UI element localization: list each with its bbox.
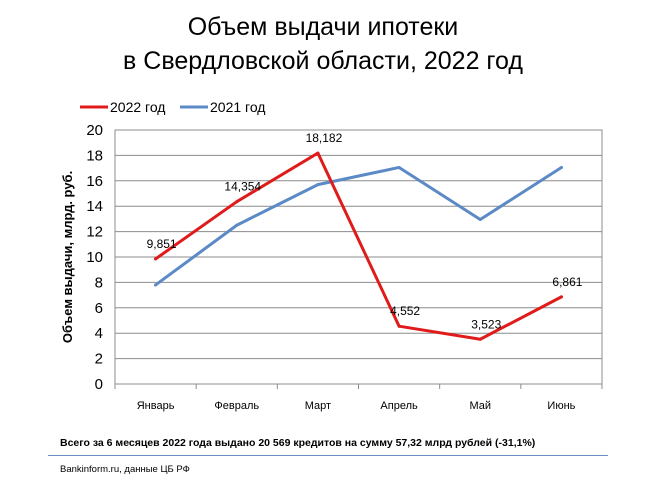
chart-title-line-1: Объем выдачи ипотеки [187, 13, 459, 41]
series-1-point-4 [397, 324, 401, 328]
x-tick-label-1: Январь [137, 400, 175, 412]
x-tick-label-5: Май [469, 400, 491, 412]
y-tick-label-18: 18 [86, 147, 103, 164]
series-1-point-6 [559, 295, 563, 299]
legend-label-1: 2022 год [110, 99, 165, 115]
series-2-point-4 [397, 165, 401, 169]
series-1-point-2 [235, 200, 239, 204]
footer-divider [48, 455, 608, 456]
series-2-point-6 [559, 165, 563, 169]
x-tick-label-6: Июнь [547, 400, 575, 412]
y-tick-label-6: 6 [95, 300, 103, 317]
y-tick-label-4: 4 [95, 325, 103, 342]
chart-title: Объем выдачи ипотеки в Свердловской обла… [0, 10, 646, 78]
series-1-point-1 [154, 257, 158, 261]
y-tick-label-0: 0 [95, 376, 103, 393]
x-tick-label-3: Март [305, 400, 331, 412]
series-line-1 [154, 151, 563, 341]
y-axis-title: Объем выдачи, млрд. руб. [60, 171, 75, 343]
data-label-4: 4,552 [390, 304, 420, 318]
y-tick-label-2: 2 [95, 351, 103, 368]
y-tick-label-16: 16 [86, 173, 103, 190]
y-tick-label-12: 12 [86, 224, 103, 241]
x-tick-label-4: Апрель [380, 400, 418, 412]
y-tick-label-10: 10 [86, 249, 103, 266]
series-2-point-5 [478, 218, 482, 222]
series-1-point-3 [316, 151, 320, 155]
data-label-5: 3,523 [471, 317, 501, 331]
series-line-2 [154, 165, 563, 287]
series-2-point-2 [235, 223, 239, 227]
data-label-2: 14,354 [224, 180, 261, 194]
y-tick-label-8: 8 [95, 274, 103, 291]
series-2-point-3 [316, 183, 320, 187]
y-tick-label-14: 14 [86, 198, 103, 215]
source-note: Bankinform.ru, данные ЦБ РФ [60, 464, 190, 475]
chart-title-line-2: в Свердловской области, 2022 год [123, 47, 523, 75]
series-1-point-5 [478, 337, 482, 341]
data-label-1: 9,851 [147, 237, 177, 251]
legend-label-2: 2021 год [210, 99, 265, 115]
summary-footnote: Всего за 6 месяцев 2022 года выдано 20 5… [60, 437, 536, 449]
x-tick-label-2: Февраль [214, 400, 259, 412]
series-2-point-1 [154, 283, 158, 287]
data-label-3: 18,182 [306, 131, 343, 145]
data-label-6: 6,861 [552, 275, 582, 289]
y-tick-label-20: 20 [86, 122, 103, 139]
